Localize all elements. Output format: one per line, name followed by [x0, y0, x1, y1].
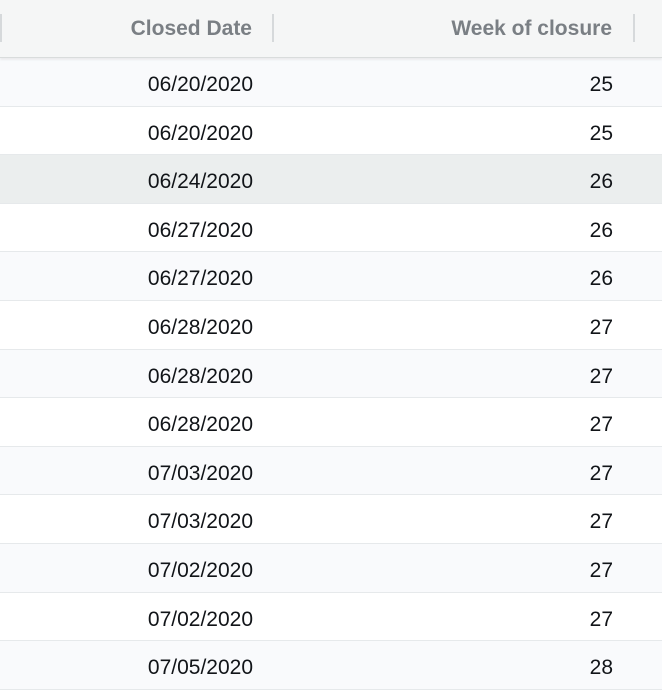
week-of-closure-cell: 26 — [589, 170, 613, 194]
closed-date-cell: 07/05/2020 — [147, 656, 253, 680]
table-row[interactable]: 06/24/2020 26 — [0, 155, 662, 204]
column-resize-handle[interactable] — [0, 14, 2, 42]
closed-date-cell: 06/28/2020 — [147, 364, 253, 388]
table-row[interactable]: 06/28/2020 27 — [0, 349, 662, 399]
week-of-closure-cell: 28 — [589, 656, 613, 680]
week-of-closure-cell: 26 — [589, 267, 613, 291]
closed-date-cell: 06/28/2020 — [147, 315, 253, 339]
closed-date-cell: 06/28/2020 — [147, 413, 253, 437]
column-header-week-of-closure[interactable]: Week of closure — [451, 17, 612, 40]
table-row[interactable]: 07/03/2020 27 — [0, 495, 662, 544]
table-row[interactable]: 06/20/2020 25 — [0, 106, 662, 156]
table-row[interactable]: 06/27/2020 26 — [0, 252, 662, 301]
column-resize-handle[interactable] — [633, 14, 635, 42]
week-of-closure-cell: 27 — [589, 558, 613, 582]
table-row[interactable]: 06/28/2020 27 — [0, 300, 662, 350]
table-body: 06/20/2020 25 06/20/2020 25 06/24/2020 26 06/2… — [0, 58, 662, 690]
closed-date-cell: 07/02/2020 — [147, 558, 253, 582]
table-header: Closed Date Week of closure — [0, 0, 662, 58]
closed-date-cell: 06/20/2020 — [147, 73, 253, 96]
table-row[interactable]: 07/02/2020 27 — [0, 543, 662, 593]
week-of-closure-cell: 26 — [589, 218, 613, 242]
table-row[interactable]: 06/27/2020 26 — [0, 203, 662, 253]
column-header-closed-date[interactable]: Closed Date — [130, 17, 252, 40]
table-row[interactable]: 06/20/2020 25 — [0, 58, 662, 107]
table-row[interactable]: 07/05/2020 28 — [0, 641, 662, 690]
closed-date-cell: 07/03/2020 — [147, 461, 253, 485]
table-row[interactable]: 07/02/2020 27 — [0, 592, 662, 642]
table-row[interactable]: 07/03/2020 27 — [0, 446, 662, 496]
closed-date-cell: 06/20/2020 — [147, 121, 253, 145]
week-of-closure-cell: 27 — [589, 413, 613, 437]
week-of-closure-cell: 27 — [589, 315, 613, 339]
closed-date-cell: 06/27/2020 — [147, 267, 253, 291]
week-of-closure-cell: 25 — [589, 121, 613, 145]
closed-date-cell: 07/03/2020 — [147, 510, 253, 534]
column-resize-handle[interactable] — [272, 14, 274, 42]
closed-date-cell: 06/24/2020 — [147, 170, 253, 194]
week-of-closure-cell: 27 — [589, 364, 613, 388]
week-of-closure-cell: 25 — [589, 73, 613, 96]
week-of-closure-cell: 27 — [589, 461, 613, 485]
week-of-closure-cell: 27 — [589, 607, 613, 631]
table-row[interactable]: 06/28/2020 27 — [0, 398, 662, 447]
closed-date-cell: 07/02/2020 — [147, 607, 253, 631]
closed-date-cell: 06/27/2020 — [147, 218, 253, 242]
week-of-closure-cell: 27 — [589, 510, 613, 534]
